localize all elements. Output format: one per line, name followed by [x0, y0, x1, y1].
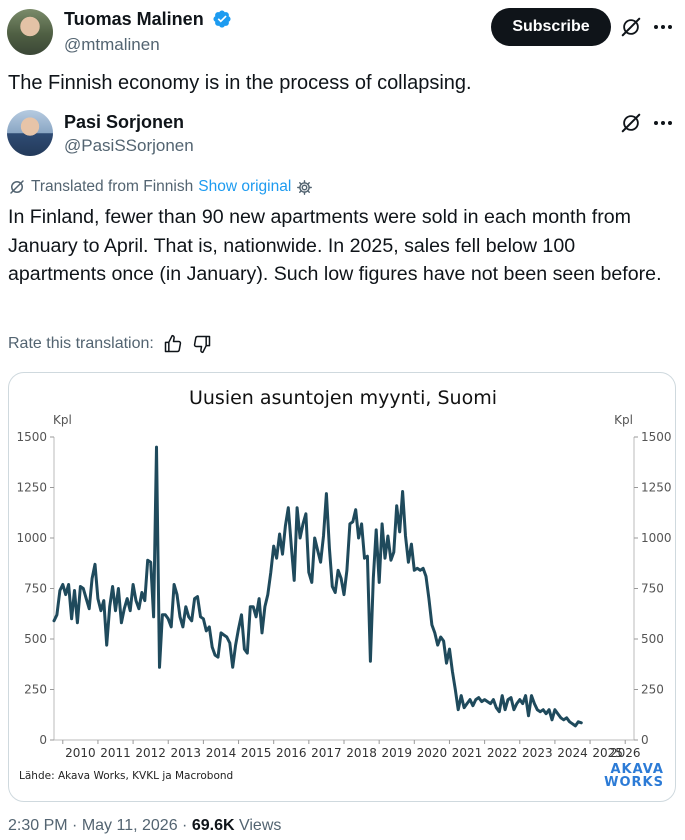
y-axis-label-left: Kpl — [53, 413, 72, 427]
chart-image[interactable]: Uusien asuntojen myynti, Suomi Kpl Kpl 0… — [8, 372, 676, 802]
author-avatar[interactable] — [7, 9, 53, 55]
tweet-time[interactable]: 2:30 PM — [8, 817, 68, 834]
x-tick-label: 2024 — [557, 746, 588, 760]
y-tick-label-left: 0 — [39, 733, 47, 747]
y-tick-label-left: 250 — [24, 683, 47, 697]
x-tick-label: 2018 — [346, 746, 377, 760]
more-options-icon[interactable] — [652, 16, 674, 38]
y-tick-label-right: 0 — [641, 733, 649, 747]
grok-icon[interactable] — [620, 112, 642, 134]
sales-line-chart: Uusien asuntojen myynti, Suomi Kpl Kpl 0… — [16, 387, 672, 790]
verified-badge-icon — [213, 10, 231, 28]
x-tick-label: 2014 — [206, 746, 237, 760]
x-tick-label: 2011 — [100, 746, 131, 760]
tweet-date[interactable]: May 11, 2026 — [81, 817, 178, 834]
y-tick-label-right: 750 — [641, 582, 664, 596]
x-tick-label: 2016 — [276, 746, 307, 760]
subscribe-button[interactable]: Subscribe — [491, 8, 611, 46]
quoted-author-handle[interactable]: @PasiSSorjonen — [64, 136, 194, 155]
akava-works-logo-line2: WORKS — [604, 775, 664, 790]
quoted-author-avatar[interactable] — [7, 110, 53, 156]
x-tick-label: 2020 — [417, 746, 448, 760]
chart-title: Uusien asuntojen myynti, Suomi — [189, 387, 497, 409]
grok-icon[interactable] — [620, 16, 642, 38]
y-tick-label-right: 500 — [641, 632, 664, 646]
y-tick-label-left: 1500 — [16, 430, 47, 444]
author-handle[interactable]: @mtmalinen — [64, 35, 160, 54]
tweet-meta: 2:30 PM · May 11, 2026 · 69.6K Views — [8, 817, 282, 834]
y-tick-label-right: 1250 — [641, 481, 672, 495]
views-count: 69.6K — [191, 817, 235, 834]
x-tick-label: 2025 — [592, 746, 623, 760]
x-tick-label: 2021 — [452, 746, 483, 760]
author-name-row[interactable]: Tuomas Malinen — [64, 9, 232, 30]
x-tick-label: 2022 — [487, 746, 518, 760]
y-tick-label-right: 250 — [641, 683, 664, 697]
rate-translation-label: Rate this translation: — [8, 335, 154, 352]
more-options-icon[interactable] — [652, 112, 674, 134]
views-label: Views — [238, 817, 282, 834]
y-axis-label-right: Kpl — [614, 413, 633, 427]
y-tick-label-left: 1250 — [16, 481, 47, 495]
x-tick-label: 2013 — [171, 746, 202, 760]
x-tick-label: 2015 — [241, 746, 272, 760]
translation-notice: Translated from Finnish Show original — [8, 178, 313, 196]
gear-icon[interactable] — [296, 179, 313, 196]
show-original-link[interactable]: Show original — [198, 178, 292, 195]
translated-label: Translated from Finnish — [31, 178, 194, 195]
x-tick-label: 2023 — [522, 746, 553, 760]
y-tick-label-left: 500 — [24, 632, 47, 646]
x-tick-label: 2012 — [135, 746, 166, 760]
x-tick-label: 2026 — [610, 746, 641, 760]
tweet-text: The Finnish economy is in the process of… — [8, 72, 472, 94]
y-tick-label-left: 750 — [24, 582, 47, 596]
thumbs-down-icon[interactable] — [192, 334, 212, 354]
series-line-new-apartment-sales — [52, 445, 583, 728]
quoted-tweet-text: In Finland, fewer than 90 new apartments… — [8, 206, 662, 285]
y-tick-label-right: 1000 — [641, 531, 672, 545]
thumbs-up-icon[interactable] — [163, 334, 183, 354]
chart-source: Lähde: Akava Works, KVKL ja Macrobond — [19, 770, 233, 782]
grok-small-icon — [10, 180, 24, 194]
quoted-author-name[interactable]: Pasi Sorjonen — [64, 112, 185, 132]
y-tick-label-right: 1500 — [641, 430, 672, 444]
x-tick-label: 2019 — [381, 746, 412, 760]
x-tick-label: 2017 — [311, 746, 342, 760]
akava-works-logo-line1: AKAVA — [610, 762, 664, 777]
author-name[interactable]: Tuomas Malinen — [64, 9, 204, 29]
x-tick-label: 2010 — [65, 746, 96, 760]
y-tick-label-left: 1000 — [16, 531, 47, 545]
rate-translation: Rate this translation: — [8, 334, 212, 354]
